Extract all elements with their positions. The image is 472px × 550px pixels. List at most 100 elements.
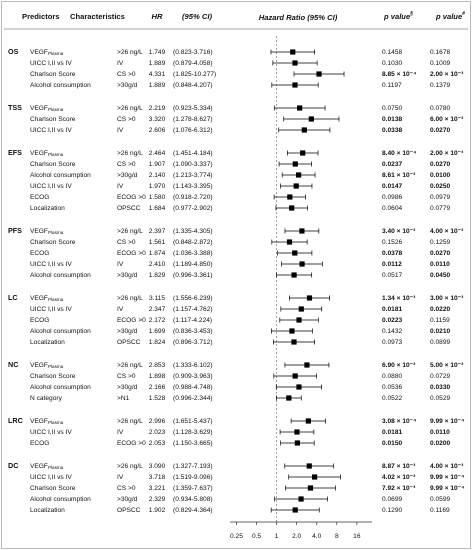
predictor: Charlson Score [30, 161, 76, 168]
predictor-text: Alcohol consumption [30, 496, 91, 503]
ci-value: (1.076-6.312) [173, 127, 213, 134]
p-value-2: 4.00 × 10⁻³ [430, 228, 464, 235]
hr-point [289, 205, 295, 211]
predictor-sub: Plasma [48, 51, 64, 56]
ci-value: (1.157-4.762) [173, 306, 213, 313]
x-tick-label: 0.25 [230, 533, 243, 540]
p-value-2: 6.00 × 10⁻³ [430, 116, 464, 123]
x-tick-label: 4.0 [312, 533, 321, 540]
hr-value: 1.907 [149, 161, 166, 168]
hr-value: 2.996 [149, 418, 166, 425]
x-tick-label: 2.0 [292, 533, 301, 540]
ci-value: (1.117-4.224) [173, 317, 212, 324]
hr-point [297, 105, 303, 111]
predictor: UICC I,II vs IV [30, 183, 72, 190]
hr-point [290, 49, 296, 55]
p-value-1: 0.0150 [382, 440, 403, 447]
header-p-value: p value§ [383, 11, 413, 21]
characteristic: >26 ng/L [117, 362, 143, 369]
predictor-sub: Plasma [48, 297, 64, 302]
p-value-2: 0.1379 [430, 82, 451, 89]
ci-value: (0.909-3.963) [173, 373, 213, 380]
characteristic: CS >0 [117, 373, 136, 380]
predictor: UICC I,II vs IV [30, 429, 72, 436]
header-ci: (95% CI) [182, 12, 212, 21]
predictor-sub: Plasma [48, 420, 64, 425]
predictor-text: ECOG [30, 317, 49, 324]
hr-point [306, 295, 313, 301]
predictor: Localization [30, 507, 65, 514]
hr-value: 2.023 [149, 429, 166, 436]
hr-value: 1.684 [149, 205, 166, 212]
ci-value: (1.189-4.850) [173, 261, 213, 268]
predictor-text: VEGF [30, 463, 48, 470]
characteristic: OPSCC [117, 507, 141, 514]
p-value-1: 6.90 × 10⁻³ [382, 362, 416, 369]
p-value-1: 0.0181 [382, 429, 403, 436]
predictor: ECOG [30, 194, 49, 201]
group-label: DC [8, 461, 18, 470]
predictor-text: UICC I,II vs IV [30, 306, 72, 313]
characteristic: OPSCC [117, 205, 141, 212]
p-value-2: 0.1259 [430, 239, 451, 246]
ci-value: (1.359-7.637) [173, 485, 213, 492]
characteristic: >26 ng/L [117, 228, 143, 235]
p-value-2: 0.0100 [430, 172, 451, 179]
p-value-1: 8.85 × 10⁻⁴ [382, 71, 416, 78]
hr-value: 1.902 [149, 507, 166, 514]
predictor: Alcohol consumption [30, 328, 91, 335]
hr-value: 1.824 [149, 339, 166, 346]
predictor: UICC I,II vs IV [30, 306, 72, 313]
hr-point [298, 496, 304, 502]
header-p-value: p value# [435, 11, 465, 21]
p-value-1: 0.1030 [382, 60, 403, 67]
ci-value: (1.335-4.305) [173, 228, 213, 235]
p-value-2: 0.0210 [430, 328, 451, 335]
p-value-1: 0.1290 [382, 507, 403, 514]
predictor: ECOG [30, 317, 49, 324]
hr-point [296, 384, 302, 390]
hr-value: 2.347 [149, 306, 166, 313]
predictor: UICC I,II vs IV [30, 127, 72, 134]
p-value-1: 0.0522 [382, 395, 403, 402]
hr-point [296, 172, 302, 178]
p-value-1: 0.1432 [382, 328, 403, 335]
group-label: NC [8, 360, 18, 369]
predictor-text: Charlson Score [30, 239, 76, 246]
ci-value: (0.996-3.361) [173, 272, 213, 279]
hr-value: 2.166 [149, 384, 166, 391]
p-value-1: 0.1458 [382, 49, 403, 56]
ci-value: (0.896-3.712) [173, 339, 213, 346]
predictor-text: N category [30, 395, 63, 402]
p-value-1: 4.02 × 10⁻³ [382, 474, 416, 481]
p-value-2: 0.0250 [430, 183, 451, 190]
predictor: N category [30, 395, 63, 402]
predictor-text: VEGF [30, 228, 48, 235]
predictor-text: VEGF [30, 362, 48, 369]
ci-value: (1.090-3.337) [173, 161, 213, 168]
predictor-sub: Plasma [48, 107, 64, 112]
p-value-2: 0.0110 [430, 429, 450, 436]
p-value-2: 0.0899 [430, 339, 451, 346]
p-value-2: 2.00 × 10⁻³ [430, 150, 464, 157]
hr-point [292, 373, 298, 379]
p-value-1: 0.0604 [382, 205, 403, 212]
p-value-2: 0.0270 [430, 127, 451, 134]
hr-point [300, 150, 306, 156]
hr-point [306, 463, 312, 469]
x-tick-label: 8 [335, 533, 339, 540]
p-value-1: 0.0338 [382, 127, 403, 134]
p-value-1: 0.0973 [382, 339, 403, 346]
hr-value: 3.221 [149, 485, 166, 492]
predictor: Alcohol consumption [30, 172, 91, 179]
p-value-2: 0.0529 [430, 395, 451, 402]
predictor-text: Charlson Score [30, 116, 76, 123]
predictor-text: ECOG [30, 250, 49, 257]
hr-value: 2.053 [149, 440, 166, 447]
characteristic: ECOG >0 [117, 194, 146, 201]
p-value-1: 0.0378 [382, 250, 403, 257]
characteristic: IV [117, 60, 124, 67]
predictor: Localization [30, 339, 65, 346]
ci-value: (0.977-2.902) [173, 205, 213, 212]
p-value-1: 3.08 × 10⁻⁴ [382, 418, 416, 425]
